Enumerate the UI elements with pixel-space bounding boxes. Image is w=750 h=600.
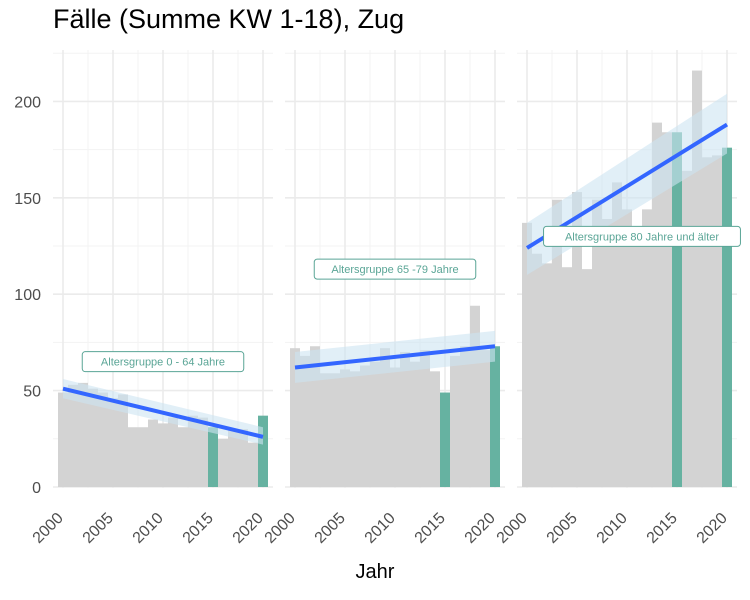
bar-2016 xyxy=(218,438,228,487)
bar-2009 xyxy=(380,348,390,487)
bar-2013 xyxy=(652,122,662,487)
facet-label: Altersgruppe 65 -79 Jahre xyxy=(331,264,458,276)
bar-2005 xyxy=(108,398,118,487)
bar-2008 xyxy=(602,219,612,487)
bar-2000 xyxy=(290,348,300,487)
bar-2011 xyxy=(632,238,642,487)
x-tick-label: 2010 xyxy=(362,510,399,547)
bar-2020 xyxy=(490,346,500,487)
bar-2002 xyxy=(310,346,320,487)
facet-panel-2: Altersgruppe 65 -79 Jahre 2000 2005 2010 201… xyxy=(262,50,505,547)
y-tick-label: 50 xyxy=(23,384,41,401)
chart-title: Fälle (Summe KW 1-18), Zug xyxy=(53,4,405,34)
bar-2008 xyxy=(138,427,148,487)
bar-2012 xyxy=(410,361,420,487)
x-tick-label: 2000 xyxy=(262,510,299,547)
facet-label: Altersgruppe 80 Jahre und älter xyxy=(565,231,719,243)
bar-2018 xyxy=(702,157,712,487)
x-tick-label: 2015 xyxy=(180,510,217,547)
bar-2000 xyxy=(58,392,68,487)
bar-2001 xyxy=(68,384,78,487)
bar-2007 xyxy=(128,427,138,487)
bar-2002 xyxy=(78,382,88,487)
bar-2006 xyxy=(582,269,592,487)
trend-line xyxy=(62,386,264,439)
bar-2017 xyxy=(460,346,470,487)
bar-2020 xyxy=(258,415,268,487)
facet-label: Altersgruppe 0 - 64 Jahre xyxy=(101,357,225,369)
bar-2010 xyxy=(390,367,400,487)
x-tick-label: 2010 xyxy=(130,510,167,547)
bar-2019 xyxy=(712,155,722,487)
bar-2012 xyxy=(642,209,652,488)
x-tick-label: 2010 xyxy=(594,510,631,547)
bar-2001 xyxy=(532,253,542,487)
bar-2008 xyxy=(370,361,380,487)
x-tick-label: 2005 xyxy=(544,510,581,547)
bar-2009 xyxy=(612,182,622,487)
facet-label-box xyxy=(313,258,477,280)
facet-panel-3: Altersgruppe 80 Jahre und älter 2000 2005 2… xyxy=(494,50,741,547)
bar-2018 xyxy=(238,429,248,487)
bar-2013 xyxy=(420,350,430,487)
bar-2003 xyxy=(320,373,330,487)
bar-2004 xyxy=(98,392,108,487)
x-tick-label: 2020 xyxy=(230,510,267,547)
bar-2000 xyxy=(522,222,532,487)
bar-2001 xyxy=(300,355,310,487)
x-tick-label: 2020 xyxy=(462,510,499,547)
bar-2013 xyxy=(188,415,198,487)
bar-2010 xyxy=(622,209,632,488)
bar-2018 xyxy=(470,305,480,487)
bar-2011 xyxy=(168,417,178,487)
bar-2015 xyxy=(208,427,218,487)
bar-2005 xyxy=(340,369,350,487)
bar-2016 xyxy=(450,355,460,487)
bar-2020 xyxy=(722,147,732,487)
bar-2017 xyxy=(692,70,702,487)
x-tick-label: 2000 xyxy=(30,510,67,547)
x-tick-label: 2015 xyxy=(644,510,681,547)
bar-2003 xyxy=(88,388,98,487)
bar-2019 xyxy=(248,442,258,487)
bar-2007 xyxy=(360,365,370,487)
facet-label-box xyxy=(81,351,245,373)
x-tick-label: 2005 xyxy=(80,510,117,547)
y-tick-label: 0 xyxy=(32,480,41,497)
bar-2004 xyxy=(330,373,340,487)
bar-2007 xyxy=(592,199,602,487)
bar-2012 xyxy=(178,427,188,487)
bar-2015 xyxy=(672,132,682,488)
facet-panel-1: Altersgruppe 0 - 64 Jahre 2000 2005 2010 201… xyxy=(30,50,273,547)
bar-2011 xyxy=(400,352,410,487)
x-tick-label: 2005 xyxy=(312,510,349,547)
bar-2004 xyxy=(562,267,572,487)
x-tick-label: 2020 xyxy=(694,510,731,547)
bar-2009 xyxy=(148,419,158,487)
x-axis-title: Jahr xyxy=(355,561,395,583)
bar-2010 xyxy=(158,423,168,487)
y-tick-label: 100 xyxy=(14,287,41,304)
y-tick-label: 200 xyxy=(14,94,41,111)
bar-2003 xyxy=(552,199,562,487)
bar-2002 xyxy=(542,263,552,487)
bar-2005 xyxy=(572,192,582,488)
bar-2017 xyxy=(228,429,238,487)
x-tick-label: 2000 xyxy=(494,510,531,547)
y-tick-label: 150 xyxy=(14,191,41,208)
bar-2006 xyxy=(350,371,360,487)
bar-2016 xyxy=(682,170,692,488)
bar-2019 xyxy=(480,350,490,487)
facet-label-box xyxy=(543,225,741,247)
bar-2014 xyxy=(430,371,440,487)
bar-2014 xyxy=(198,417,208,487)
bar-2015 xyxy=(440,392,450,487)
trend-line xyxy=(294,344,496,370)
x-tick-label: 2015 xyxy=(412,510,449,547)
bar-2006 xyxy=(118,394,128,487)
bar-2014 xyxy=(662,132,672,488)
